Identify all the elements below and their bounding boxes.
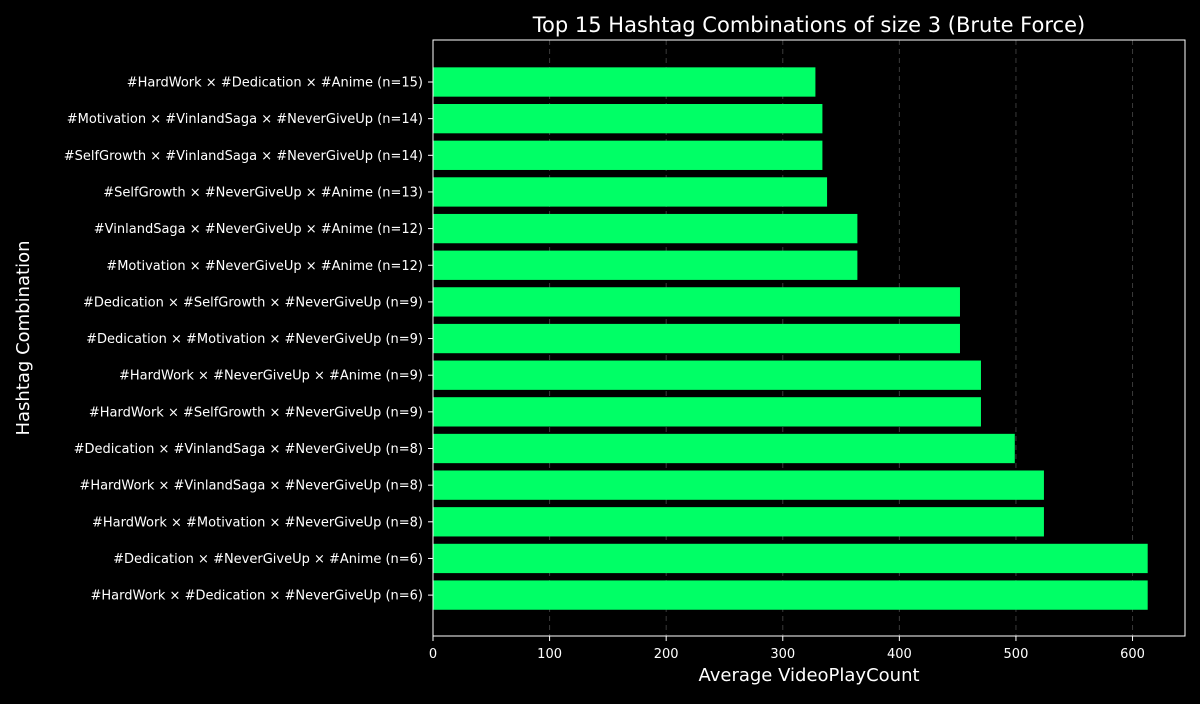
x-axis-label: Average VideoPlayCount	[698, 665, 919, 686]
bar	[433, 580, 1148, 610]
bar	[433, 103, 823, 134]
bar	[433, 287, 960, 317]
bar	[433, 67, 816, 97]
plot-frame	[432, 39, 1186, 637]
y-tick-label: #HardWork × #Motivation × #NeverGiveUp (…	[92, 515, 423, 530]
y-tick-label: #HardWork × #VinlandSaga × #NeverGiveUp …	[79, 479, 423, 494]
bar	[433, 360, 981, 390]
y-tick-label: #Dedication × #SelfGrowth × #NeverGiveUp…	[83, 295, 423, 310]
y-axis-label: Hashtag Combination	[13, 240, 34, 435]
bar	[433, 507, 1044, 537]
y-tick-label: #Motivation × #NeverGiveUp × #Anime (n=1…	[106, 259, 423, 274]
bar	[433, 323, 960, 354]
chart-title: Top 15 Hashtag Combinations of size 3 (B…	[532, 13, 1085, 37]
bars	[433, 67, 1148, 610]
bar	[433, 213, 858, 244]
x-tick-label: 600	[1120, 647, 1145, 662]
y-tick-label: #Dedication × #VinlandSaga × #NeverGiveU…	[74, 442, 423, 457]
y-axis-ticks: #HardWork × #Dedication × #Anime (n=15) #…	[64, 76, 433, 604]
bar	[433, 433, 1015, 464]
x-tick-label: 300	[770, 647, 795, 662]
bar	[433, 543, 1148, 574]
y-tick-label: #Dedication × #NeverGiveUp × #Anime (n=6…	[113, 552, 423, 567]
bar	[433, 177, 828, 207]
y-tick-label: #HardWork × #SelfGrowth × #NeverGiveUp (…	[89, 405, 423, 420]
x-tick-label: 400	[887, 647, 912, 662]
bar	[433, 397, 981, 427]
x-axis-ticks: 0 100 200 300 400 500 600	[429, 636, 1145, 662]
y-tick-label: #SelfGrowth × #NeverGiveUp × #Anime (n=1…	[103, 185, 423, 200]
y-tick-label: #HardWork × #Dedication × #Anime (n=15)	[127, 76, 423, 91]
y-tick-label: #VinlandSaga × #NeverGiveUp × #Anime (n=…	[94, 222, 423, 237]
x-tick-label: 0	[429, 647, 437, 662]
y-tick-label: #SelfGrowth × #VinlandSaga × #NeverGiveU…	[64, 149, 423, 164]
bar	[433, 470, 1044, 500]
x-tick-label: 500	[1004, 647, 1029, 662]
y-tick-label: #Dedication × #Motivation × #NeverGiveUp…	[86, 332, 423, 347]
y-tick-label: #Motivation × #VinlandSaga × #NeverGiveU…	[67, 112, 423, 127]
bar	[433, 250, 858, 280]
y-tick-label: #HardWork × #NeverGiveUp × #Anime (n=9)	[119, 369, 423, 384]
x-tick-label: 100	[537, 647, 562, 662]
x-tick-label: 200	[654, 647, 679, 662]
y-tick-label: #HardWork × #Dedication × #NeverGiveUp (…	[91, 589, 424, 604]
bar	[433, 140, 823, 170]
